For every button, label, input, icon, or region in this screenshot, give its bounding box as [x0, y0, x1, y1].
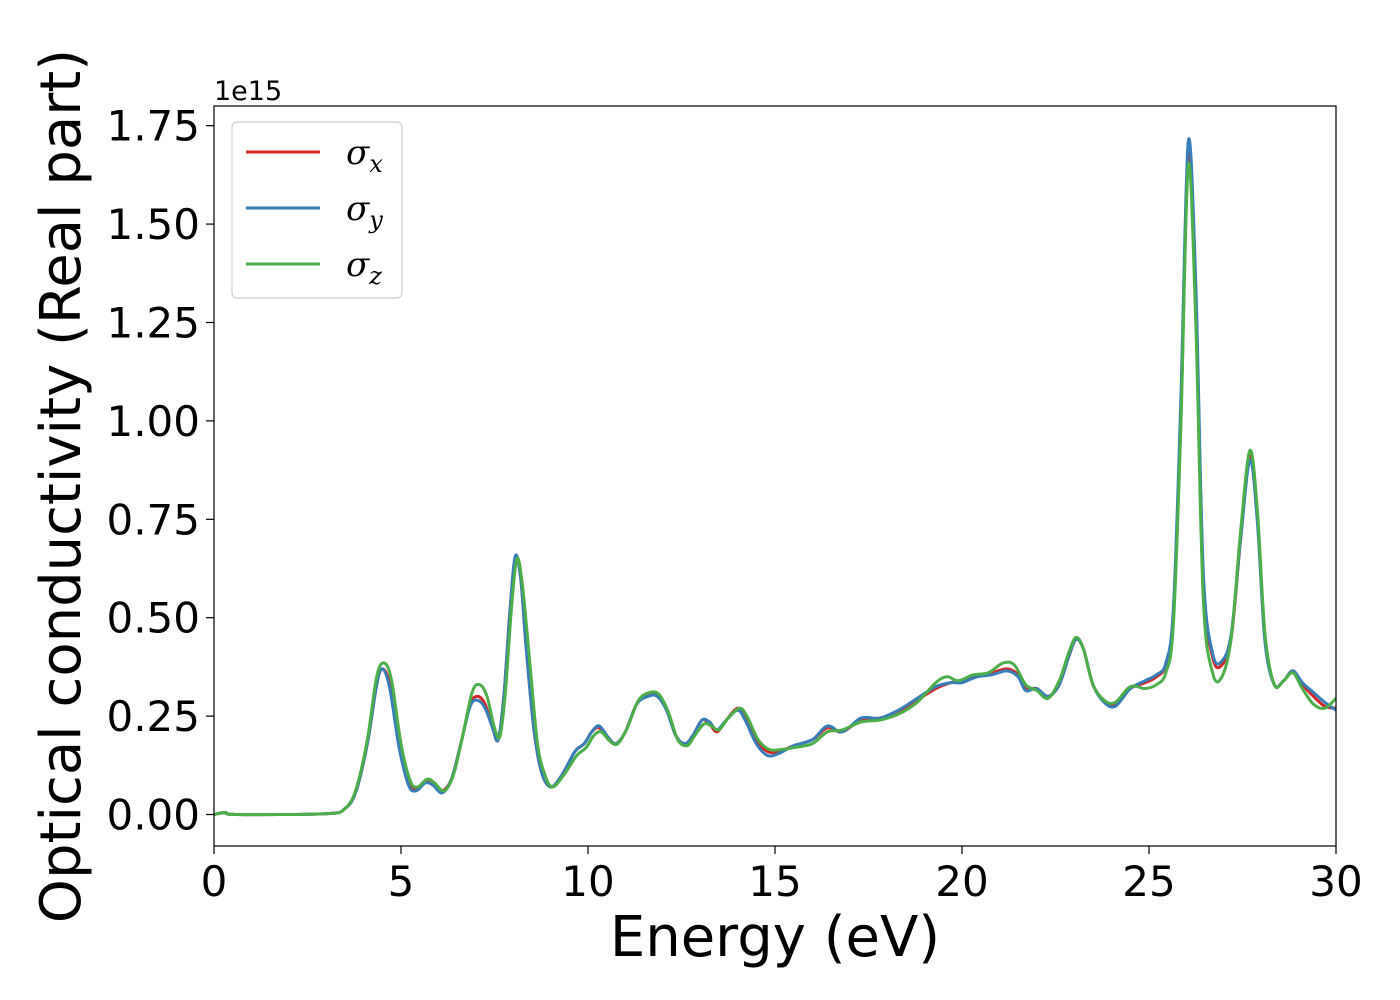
y-tick-label: 0.50	[106, 594, 200, 643]
y-tick-label: 0.75	[106, 495, 200, 544]
x-tick-label: 5	[388, 857, 415, 906]
legend-label-sigma-y: σy	[346, 189, 383, 234]
x-axis-title: Energy (eV)	[610, 905, 940, 970]
legend-label-sigma-z: σz	[346, 245, 382, 290]
x-tick-label: 20	[935, 857, 988, 906]
y-axis: 0.00 0.25 0.50 0.75 1.00 1.25 1.50 1.75	[106, 102, 214, 840]
x-tick-label: 25	[1122, 857, 1175, 906]
legend-box	[231, 121, 403, 299]
series-line-sigma-z	[214, 161, 1336, 817]
x-tick-label: 10	[561, 857, 614, 906]
y-axis-offset-label: 1e15	[214, 76, 282, 107]
legend-label-sigma-x: σx	[346, 133, 383, 178]
series-layer	[214, 137, 1336, 817]
y-tick-label: 1.75	[106, 102, 200, 151]
x-tick-label: 30	[1309, 857, 1362, 906]
x-tick-label: 15	[748, 857, 801, 906]
x-axis: 0 5 10 15 20 25 30	[201, 846, 1363, 906]
y-tick-label: 1.50	[106, 200, 200, 249]
y-tick-label: 1.00	[106, 397, 200, 446]
x-tick-label: 0	[201, 857, 228, 906]
y-tick-label: 0.00	[106, 791, 200, 840]
y-tick-label: 1.25	[106, 298, 200, 347]
legend: σx σy σz	[231, 121, 403, 299]
y-axis-title: Optical conductivity (Real part)	[29, 49, 94, 923]
y-tick-label: 0.25	[106, 692, 200, 741]
